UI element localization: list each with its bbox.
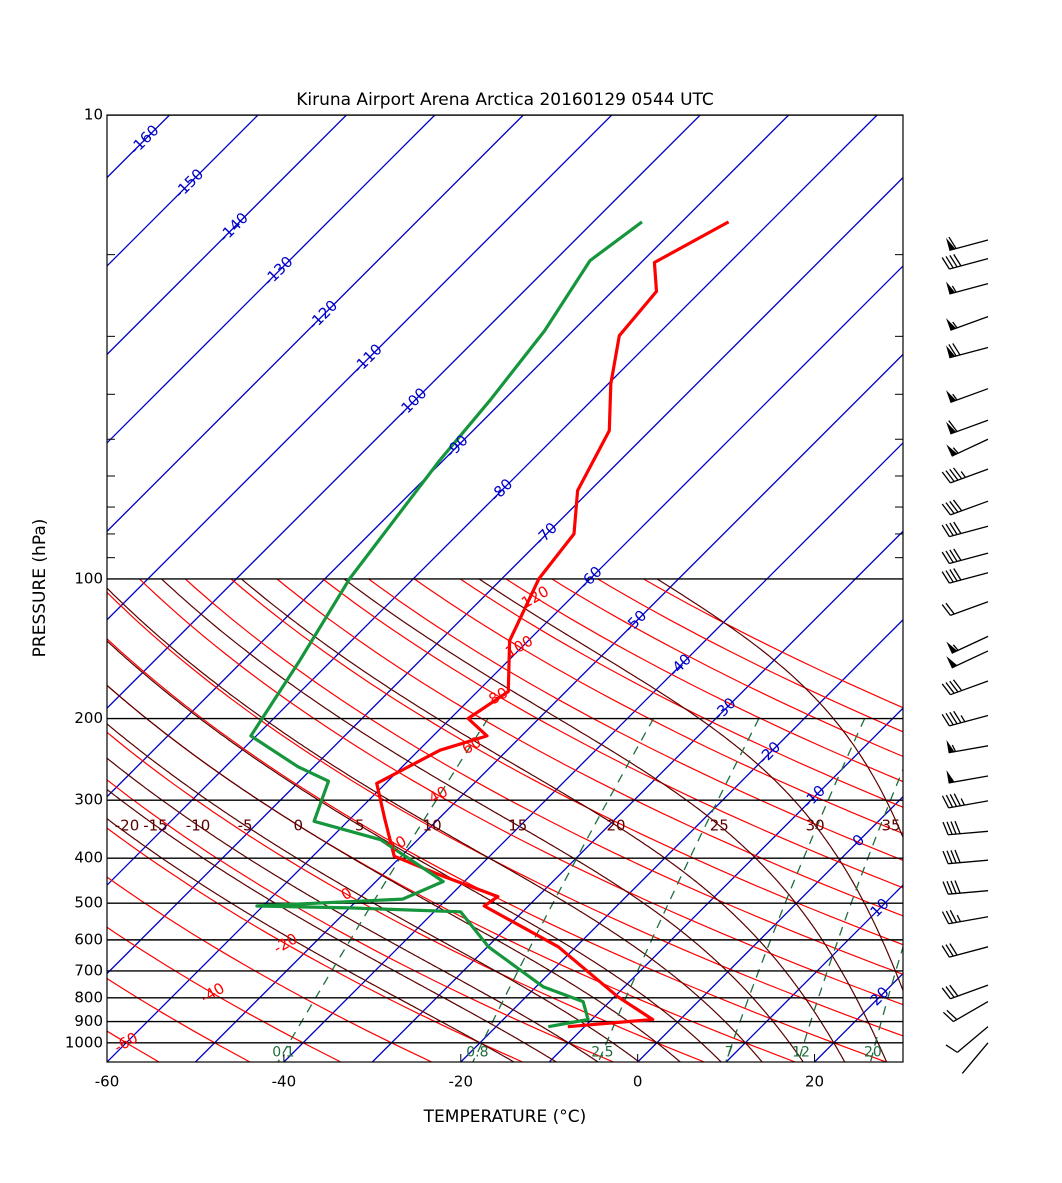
y-tick-label: 300 [74,791,103,809]
y-tick-label: 500 [74,894,103,912]
y-tick-label: 10 [84,106,103,124]
x-tick-label: -20 [449,1073,474,1091]
x-tick-label: 0 [633,1073,643,1091]
y-tick-label: 400 [74,849,103,867]
moist-adiabat-label: -20 [115,817,140,835]
moist-adiabat-label: 35 [881,817,900,835]
y-tick-label: 900 [74,1012,103,1030]
y-axis-label: PRESSURE (hPa) [30,519,50,658]
y-tick-label: 600 [74,930,103,948]
y-tick-label: 100 [74,569,103,587]
moist-adiabat-label: 0 [294,817,304,835]
moist-adiabat-label: -15 [143,817,168,835]
mixing-ratio-label: 2.5 [591,1045,613,1061]
mixing-ratio-label: 7 [725,1045,734,1061]
moist-adiabat-label: 30 [806,817,825,835]
y-tick-label: 1000 [65,1033,103,1051]
moist-adiabat-label: 15 [508,817,527,835]
x-tick-label: -40 [272,1073,297,1091]
moist-adiabat-label: 25 [710,817,729,835]
y-tick-label: 700 [74,961,103,979]
x-tick-label: 20 [805,1073,824,1091]
moist-adiabat-label: -5 [238,817,253,835]
x-axis-label: TEMPERATURE (°C) [423,1107,587,1127]
y-tick-label: 800 [74,988,103,1006]
mixing-ratio-label: 20 [864,1045,882,1061]
moist-adiabat-label: 20 [607,817,626,835]
moist-adiabat-label: -10 [186,817,211,835]
moist-adiabat-label: 10 [423,817,442,835]
mixing-ratio-label: 12 [792,1045,810,1061]
chart-title: Kiruna Airport Arena Arctica 20160129 05… [296,90,714,110]
y-tick-label: 200 [74,709,103,727]
x-tick-label: -60 [95,1073,120,1091]
mixing-ratio-label: 0.8 [466,1045,488,1061]
moist-adiabat-label: 5 [355,817,365,835]
